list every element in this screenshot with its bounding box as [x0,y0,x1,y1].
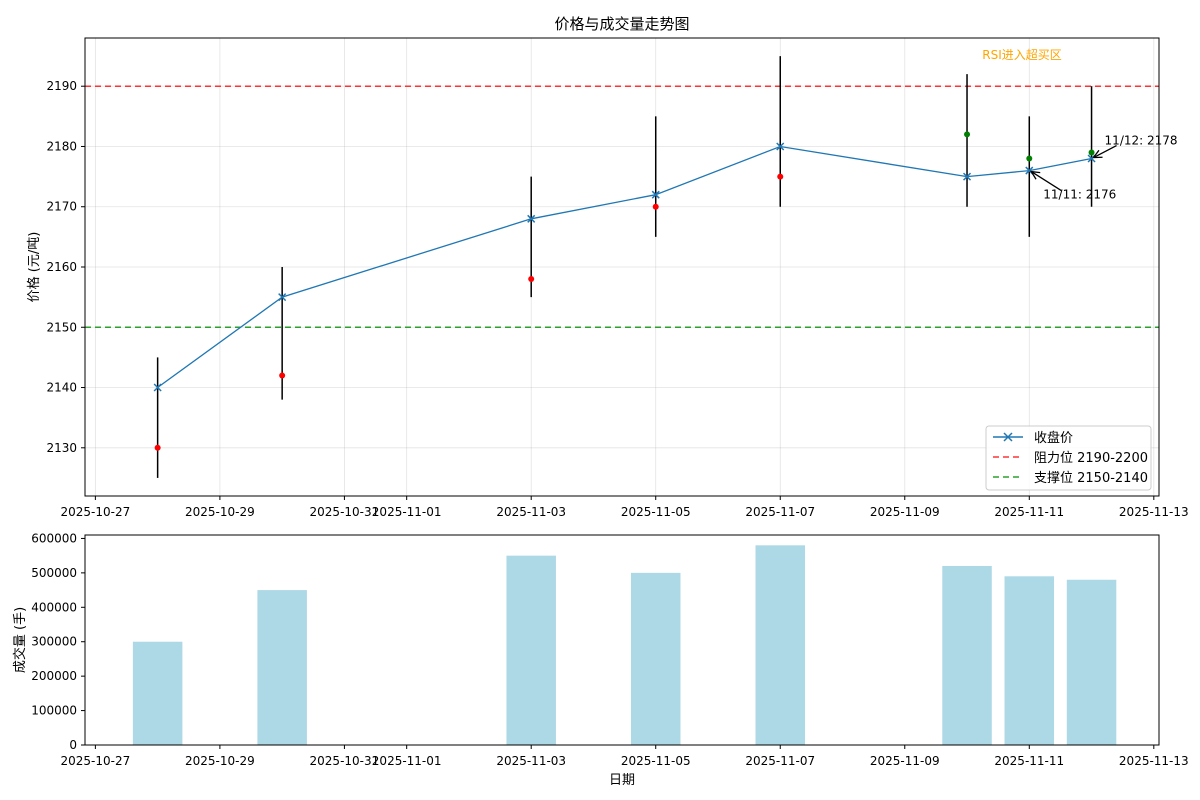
volume-y-tick-label: 400000 [31,600,77,614]
open-point [964,131,971,138]
volume-plot-frame [84,534,1160,746]
volume-bar [132,641,183,745]
x-tick-label: 2025-10-29 [185,505,255,519]
annotation-arrow-1112-arrowhead-icon [1092,149,1103,159]
y-tick-label: 2140 [46,381,77,395]
y-tick-label: 2150 [46,320,77,334]
open-point [652,203,659,210]
open-point [1088,149,1095,156]
legend-item-resistance: 阻力位 2190-2200 [993,451,1148,466]
close-point-marker [153,383,162,392]
x-tick-label: 2025-11-07 [745,505,815,519]
annotation-label-1111: 11/11: 2176 [1043,188,1116,202]
legend-label-close: 收盘价 [1034,430,1073,446]
annotation-label-1112: 11/12: 2178 [1105,134,1178,148]
volume-x-tick-label: 2025-11-11 [994,754,1064,768]
volume-y-tick-label: 500000 [31,566,77,580]
close-price-series [153,142,1096,392]
close-price-line [157,145,1092,389]
legend-box [985,425,1152,491]
close-point-marker [776,142,785,151]
price-x-ticks: 2025-10-27 2025-10-29 2025-10-312025-11-01… [61,496,1189,519]
volume-y-tick-label: 100000 [31,704,77,718]
close-point-marker [651,190,660,199]
volume-x-axis-label: 日期 [609,773,635,788]
volume-x-tick-label: 2025-11-01 [372,754,442,768]
x-tick-label: 2025-10-27 [61,505,131,519]
y-tick-label: 2170 [46,200,77,214]
x-tick-label: 2025-10-31 [310,505,380,519]
volume-bar [506,555,556,745]
volume-x-tick-label: 2025-11-03 [496,754,566,768]
rsi-annotation: RSI进入超买区 [982,47,1062,62]
volume-bar [1004,576,1055,745]
open-point [279,372,286,379]
price-y-ticks: 2130 2140 2150 2160 2170 2180 2190 [46,79,85,455]
legend-item-close: 收盘价 [993,430,1073,446]
open-point [528,276,535,283]
volume-x-tick-label: 2025-10-29 [185,754,255,768]
legend: 收盘价 阻力位 2190-2200 支撑位 2150-2140 [985,425,1152,491]
volume-y-tick-label: 600000 [31,531,77,545]
high-low-bars [156,56,1093,478]
y-tick-label: 2130 [46,441,77,455]
volume-y-tick-label: 0 [69,738,77,752]
price-y-axis-label: 价格 (元/吨) [26,232,42,303]
volume-y-axis-label: 成交量 (手) [12,607,28,673]
y-tick-label: 2190 [46,79,77,93]
legend-label-support: 支撑位 2150-2140 [1034,471,1148,486]
volume-bar [630,572,681,745]
x-tick-label: 2025-11-11 [994,505,1064,519]
volume-y-tick-label: 300000 [31,635,77,649]
annotation-arrow-1112-shaft [1093,144,1117,159]
open-point [777,173,784,180]
x-tick-label: 2025-11-09 [870,505,940,519]
chart-title: 价格与成交量走势图 [554,15,689,33]
volume-x-tick-label: 2025-11-09 [870,754,940,768]
open-point [154,444,161,451]
x-tick-label: 2025-11-05 [621,505,691,519]
x-tick-label: 2025-11-03 [496,505,566,519]
volume-y-tick-label: 200000 [31,669,77,683]
volume-x-tick-label: 2025-11-05 [621,754,691,768]
open-point [1026,155,1033,162]
volume-x-tick-label: 2025-10-31 [310,754,380,768]
y-tick-label: 2180 [46,139,77,153]
volume-x-ticks: 2025-10-27 2025-10-29 2025-10-312025-11-01… [61,745,1189,768]
volume-x-tick-label: 2025-10-27 [61,754,131,768]
x-tick-label: 2025-11-13 [1119,505,1189,519]
annotation-arrow-1111-shaft [1030,171,1062,192]
volume-bars [132,545,1117,745]
volume-bar [257,590,307,745]
volume-bar [1066,579,1117,745]
close-point-marker [962,172,972,181]
annotations: RSI进入超买区 11/11: 2176 11/12: 2178 [982,47,1177,202]
close-point-marker [527,214,536,223]
x-tick-label: 2025-11-01 [372,505,442,519]
open-price-points [154,131,1095,451]
annotation-arrow-1111-arrowhead-icon [1030,170,1041,180]
reference-lines [85,85,1159,329]
legend-marker-x-icon [1003,432,1013,442]
legend-label-resistance: 阻力位 2190-2200 [1034,451,1148,466]
volume-y-ticks: 0 100000 200000 300000 400000 500000 600000 [31,531,85,752]
legend-item-support: 支撑位 2150-2140 [993,471,1148,486]
volume-bar [942,565,992,745]
y-tick-label: 2160 [46,260,77,274]
volume-bar [755,545,805,745]
price-grid [85,38,1159,496]
volume-x-tick-label: 2025-11-13 [1119,754,1189,768]
volume-x-tick-label: 2025-11-07 [745,754,815,768]
close-point-marker [278,293,287,302]
